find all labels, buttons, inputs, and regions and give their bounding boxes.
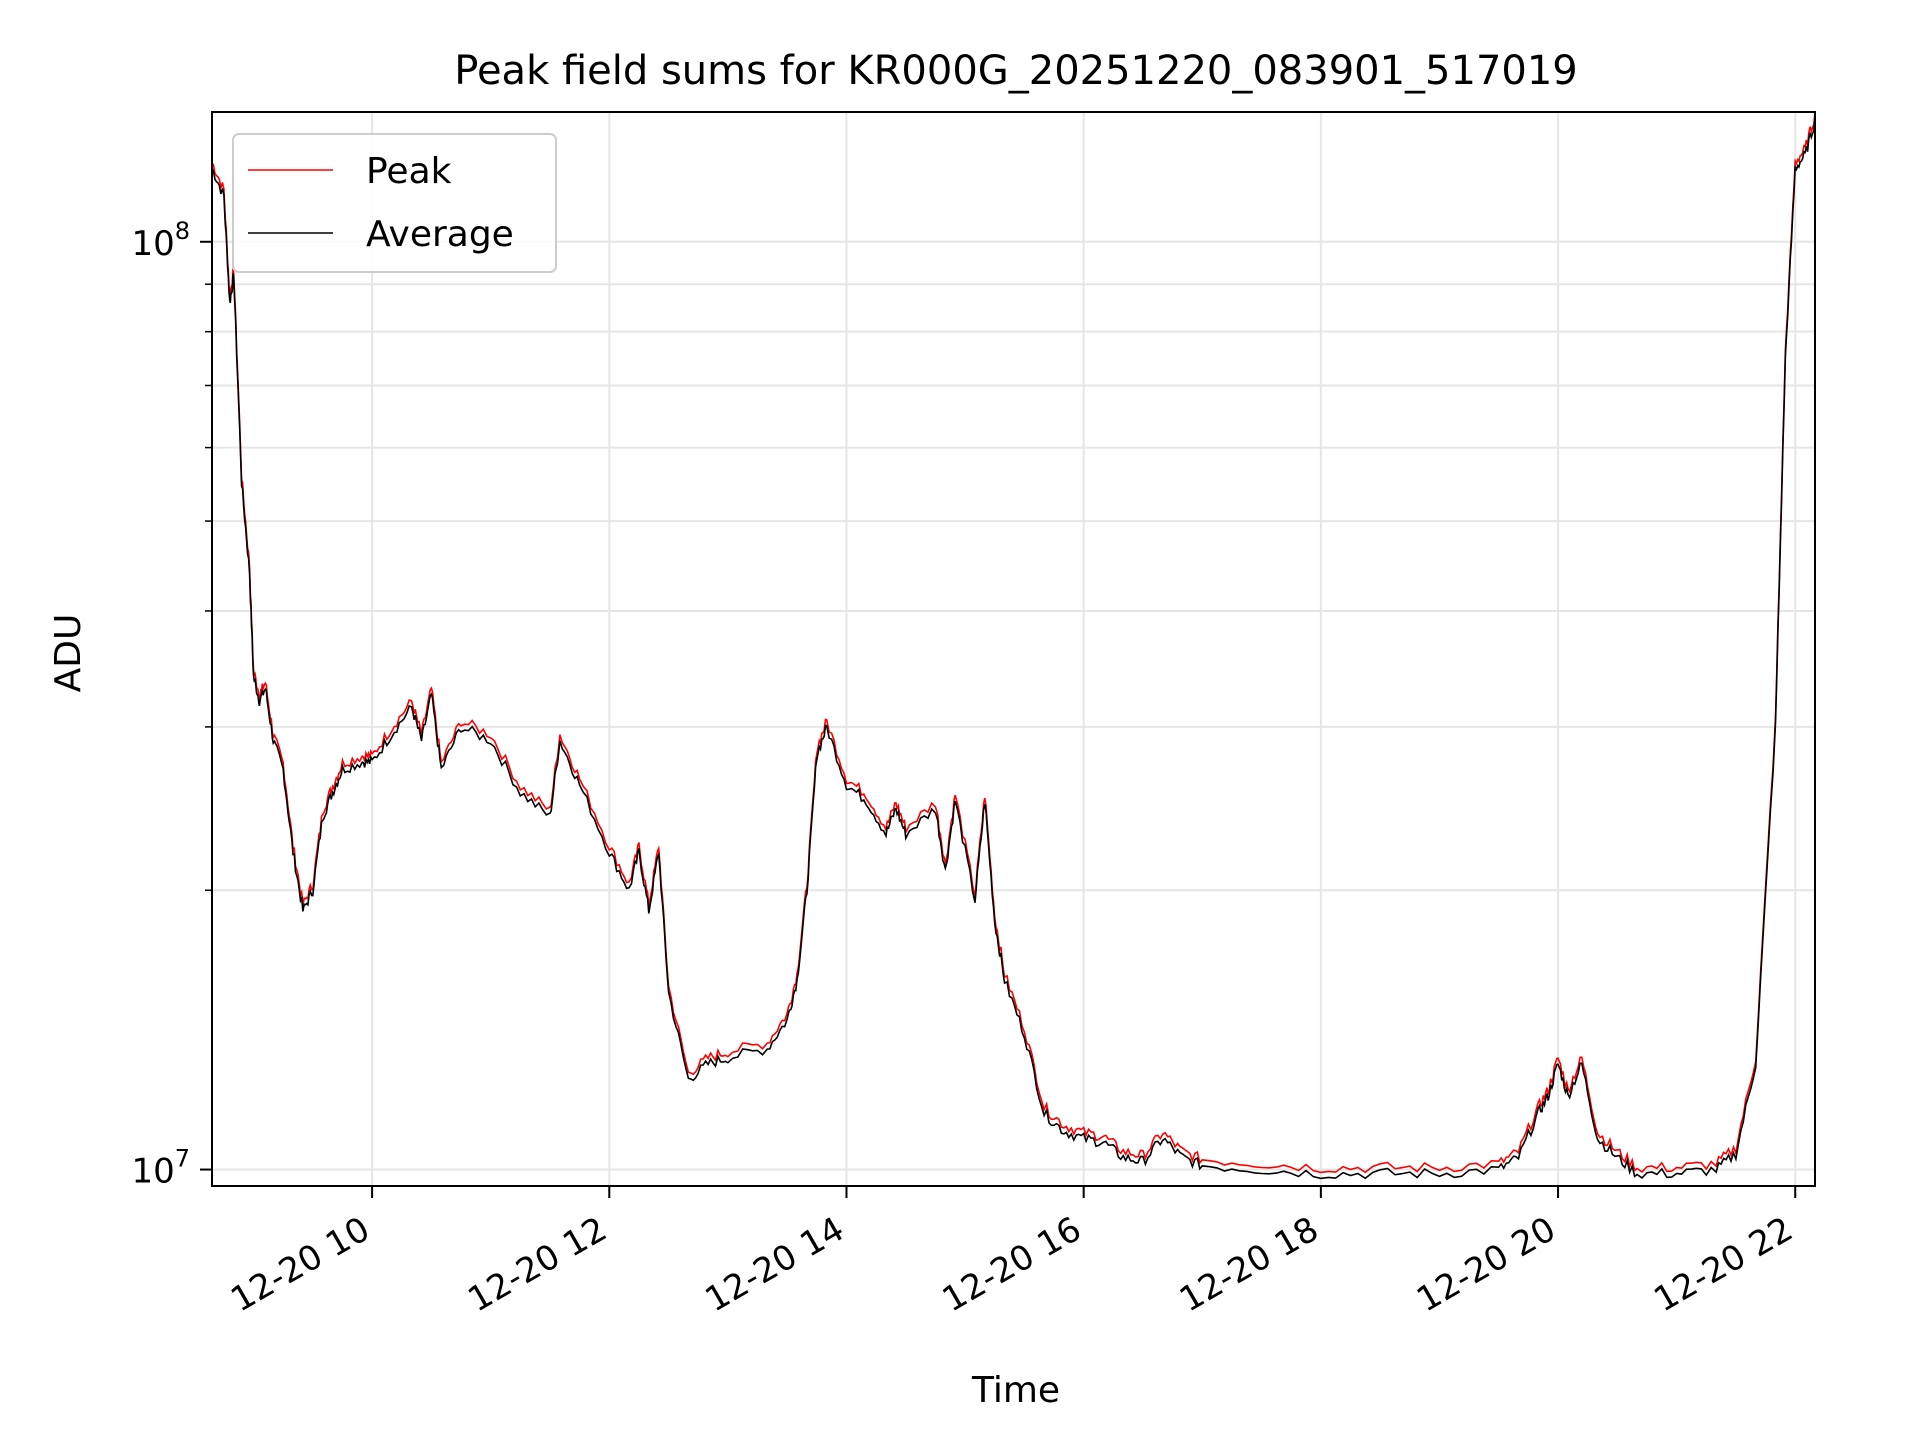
- plot-frame: [211, 111, 1816, 1187]
- y-tick-label: 108: [131, 217, 190, 264]
- legend-label-average: Average: [366, 214, 514, 255]
- y-tick-label: 107: [131, 1145, 190, 1192]
- series-line-average: [211, 117, 1816, 1180]
- legend-label-peak: Peak: [366, 151, 452, 192]
- series-lines: [211, 111, 1816, 1180]
- y-axis-label: ADU: [48, 614, 89, 693]
- x-axis-label: Time: [971, 1370, 1060, 1411]
- grid: [212, 112, 1815, 1186]
- legend: Peak Average: [232, 133, 557, 273]
- chart-title: Peak field sums for KR000G_20251220_0839…: [454, 48, 1578, 94]
- legend-box: [232, 133, 557, 273]
